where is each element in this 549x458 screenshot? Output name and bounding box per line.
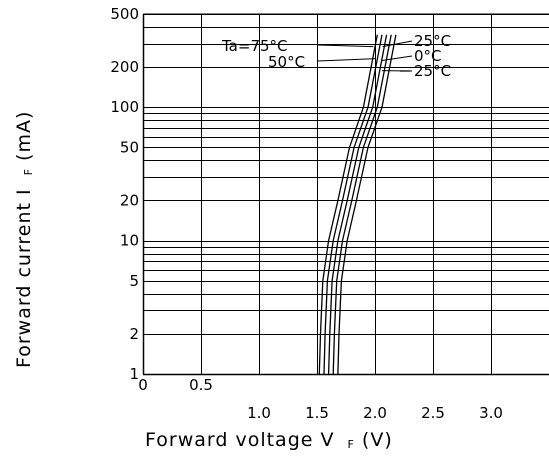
- curve-series-0: [319, 35, 377, 374]
- y-axis-title: Forward current I F (mA): [13, 111, 37, 368]
- y-axis-title-subscript: F: [22, 168, 35, 175]
- annotation-leader-0: [318, 45, 373, 47]
- x-tick-labels: 0 0.5 1.0 1.5 2.0 2.5 3.0: [138, 376, 503, 422]
- x-tick-label: 0: [138, 376, 148, 394]
- annotation-leader-2: [383, 41, 412, 47]
- y-tick-label: 5: [129, 272, 139, 290]
- y-axis-title-unit: (mA): [13, 111, 35, 161]
- x-tick-label: 0.5: [189, 376, 213, 394]
- curve-series-1: [324, 35, 382, 374]
- x-tick-label: 2.0: [363, 404, 387, 422]
- plot-frame: [143, 14, 549, 375]
- y-tick-label: 2: [129, 325, 139, 343]
- annotation-leader-1: [318, 59, 376, 61]
- annotation-label-1: 50°C: [268, 53, 305, 71]
- y-tick-label: 20: [120, 191, 139, 209]
- x-axis-title: Forward voltage V F (V): [145, 429, 393, 453]
- y-tick-label: 100: [110, 98, 139, 116]
- x-tick-label: 2.5: [421, 404, 445, 422]
- x-tick-label: 1.5: [305, 404, 329, 422]
- x-axis-title-unit: (V): [362, 429, 393, 451]
- y-tick-label: 500: [110, 5, 139, 23]
- y-tick-label: 10: [120, 232, 139, 250]
- grid: [143, 14, 549, 375]
- y-axis-title-main: Forward current I: [13, 188, 35, 368]
- annotation-leader-3: [381, 56, 412, 61]
- x-tick-label: 1.0: [247, 404, 271, 422]
- x-tick-label: 3.0: [479, 404, 503, 422]
- y-tick-label: 200: [110, 58, 139, 76]
- y-tick-label: 50: [120, 138, 139, 156]
- annotations: Ta=75°C50°C25°C0°C25°C: [221, 32, 451, 80]
- curves: [319, 35, 396, 374]
- x-axis-title-main: Forward voltage V: [145, 429, 334, 451]
- x-axis-title-subscript: F: [348, 438, 355, 451]
- annotation-label-4: 25°C: [414, 62, 451, 80]
